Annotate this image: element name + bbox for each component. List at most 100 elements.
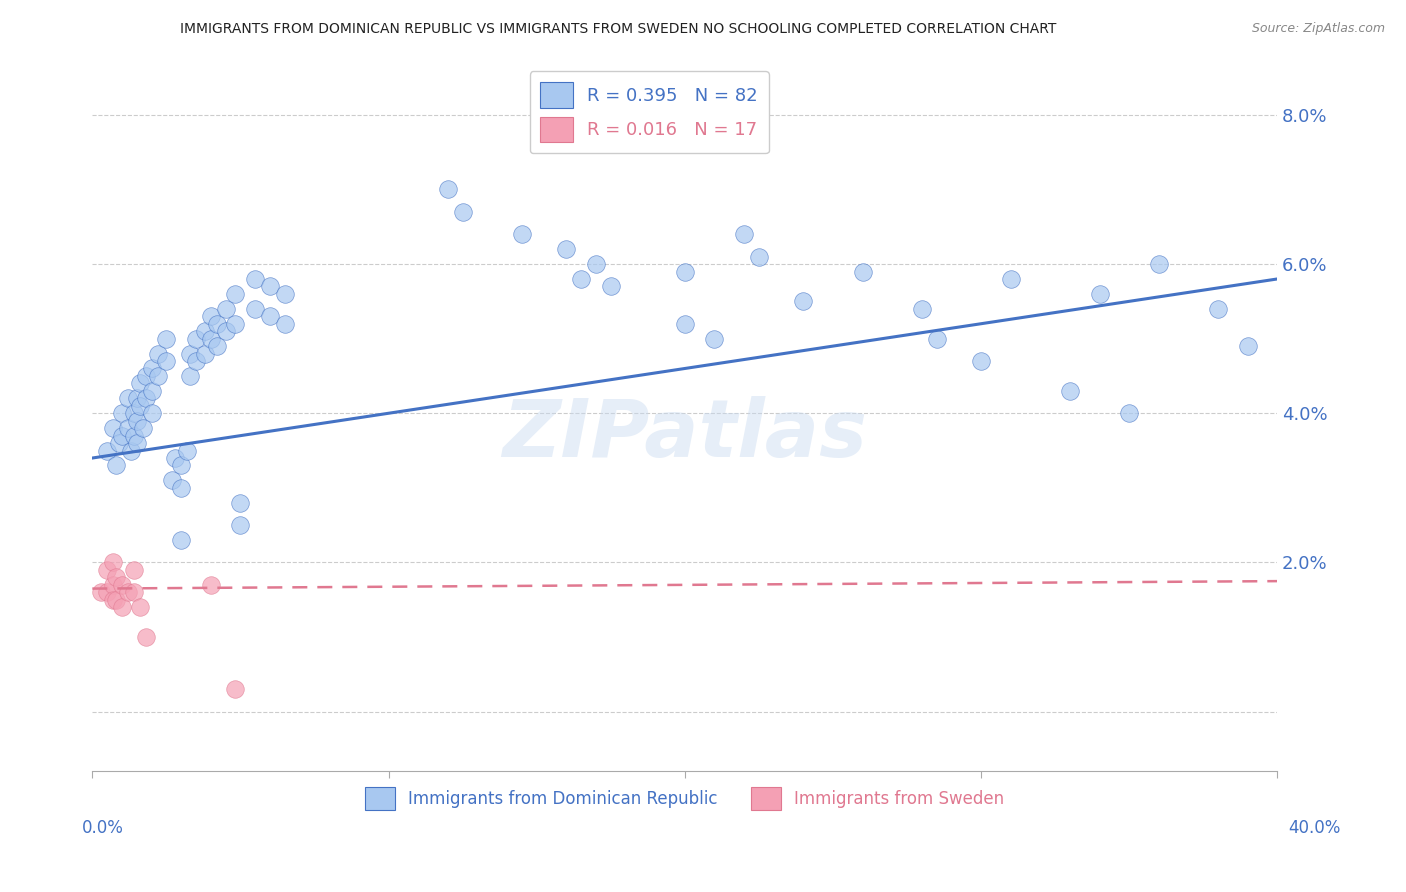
Point bbox=[1088, 286, 1111, 301]
Point bbox=[200, 332, 222, 346]
Point bbox=[125, 392, 148, 406]
Point bbox=[851, 264, 873, 278]
Point bbox=[673, 317, 696, 331]
Point bbox=[101, 556, 124, 570]
Point bbox=[205, 317, 228, 331]
Point bbox=[925, 332, 948, 346]
Point bbox=[569, 272, 592, 286]
Text: 40.0%: 40.0% bbox=[1288, 819, 1341, 837]
Point bbox=[911, 301, 934, 316]
Point bbox=[128, 376, 150, 391]
Point bbox=[122, 428, 145, 442]
Point bbox=[108, 436, 131, 450]
Point bbox=[111, 406, 134, 420]
Point bbox=[96, 443, 118, 458]
Text: ZIPatlas: ZIPatlas bbox=[502, 396, 868, 474]
Point bbox=[128, 600, 150, 615]
Point bbox=[245, 301, 267, 316]
Point bbox=[111, 578, 134, 592]
Point bbox=[170, 481, 193, 495]
Point bbox=[214, 301, 236, 316]
Point bbox=[555, 242, 578, 256]
Point bbox=[1147, 257, 1170, 271]
Point bbox=[128, 399, 150, 413]
Point bbox=[122, 585, 145, 599]
Point bbox=[585, 257, 607, 271]
Point bbox=[184, 332, 207, 346]
Point bbox=[1206, 301, 1229, 316]
Point bbox=[599, 279, 621, 293]
Point bbox=[146, 368, 169, 383]
Point bbox=[105, 592, 128, 607]
Point bbox=[90, 585, 112, 599]
Text: Source: ZipAtlas.com: Source: ZipAtlas.com bbox=[1251, 22, 1385, 36]
Point bbox=[205, 339, 228, 353]
Point bbox=[673, 264, 696, 278]
Point bbox=[733, 227, 755, 242]
Point bbox=[135, 368, 157, 383]
Point bbox=[274, 317, 297, 331]
Point bbox=[96, 563, 118, 577]
Point bbox=[135, 630, 157, 644]
Point bbox=[111, 600, 134, 615]
Point bbox=[101, 421, 124, 435]
Point bbox=[1000, 272, 1022, 286]
Point bbox=[274, 286, 297, 301]
Point bbox=[117, 585, 139, 599]
Point bbox=[179, 346, 201, 360]
Point bbox=[155, 354, 177, 368]
Point bbox=[101, 592, 124, 607]
Point bbox=[451, 204, 474, 219]
Point bbox=[748, 250, 770, 264]
Point bbox=[105, 570, 128, 584]
Point bbox=[162, 474, 184, 488]
Point bbox=[96, 585, 118, 599]
Point bbox=[1236, 339, 1258, 353]
Point bbox=[122, 563, 145, 577]
Point bbox=[200, 310, 222, 324]
Text: 0.0%: 0.0% bbox=[82, 819, 124, 837]
Point bbox=[101, 578, 124, 592]
Point bbox=[131, 421, 153, 435]
Legend: Immigrants from Dominican Republic, Immigrants from Sweden: Immigrants from Dominican Republic, Immi… bbox=[359, 780, 1011, 817]
Point bbox=[141, 406, 163, 420]
Point bbox=[141, 384, 163, 398]
Point bbox=[117, 421, 139, 435]
Point bbox=[125, 436, 148, 450]
Point bbox=[146, 346, 169, 360]
Point bbox=[179, 368, 201, 383]
Point bbox=[194, 346, 217, 360]
Point bbox=[155, 332, 177, 346]
Point bbox=[165, 450, 187, 465]
Point bbox=[224, 286, 246, 301]
Point bbox=[194, 324, 217, 338]
Point bbox=[229, 496, 252, 510]
Point bbox=[141, 361, 163, 376]
Point bbox=[224, 682, 246, 697]
Point bbox=[224, 317, 246, 331]
Point bbox=[184, 354, 207, 368]
Point bbox=[436, 182, 458, 196]
Point bbox=[170, 533, 193, 547]
Point bbox=[170, 458, 193, 473]
Point bbox=[122, 406, 145, 420]
Point bbox=[214, 324, 236, 338]
Point bbox=[970, 354, 993, 368]
Point bbox=[792, 294, 814, 309]
Point bbox=[105, 458, 128, 473]
Point bbox=[1059, 384, 1081, 398]
Point bbox=[135, 392, 157, 406]
Point bbox=[245, 272, 267, 286]
Point bbox=[120, 443, 142, 458]
Point bbox=[111, 428, 134, 442]
Point bbox=[510, 227, 533, 242]
Text: IMMIGRANTS FROM DOMINICAN REPUBLIC VS IMMIGRANTS FROM SWEDEN NO SCHOOLING COMPLE: IMMIGRANTS FROM DOMINICAN REPUBLIC VS IM… bbox=[180, 22, 1057, 37]
Point bbox=[703, 332, 725, 346]
Point bbox=[200, 578, 222, 592]
Point bbox=[259, 310, 281, 324]
Point bbox=[176, 443, 198, 458]
Point bbox=[1118, 406, 1140, 420]
Point bbox=[125, 414, 148, 428]
Point bbox=[229, 518, 252, 533]
Point bbox=[117, 392, 139, 406]
